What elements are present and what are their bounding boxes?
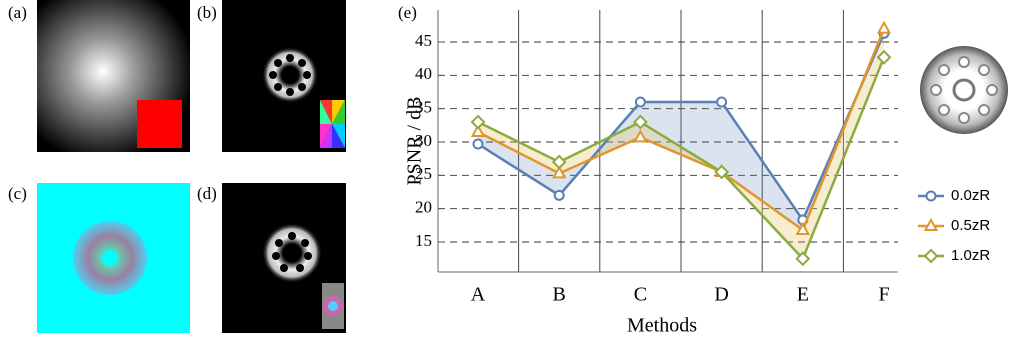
panel-label: (a) xyxy=(8,3,27,22)
panel-c xyxy=(37,183,190,333)
panel-label: (b) xyxy=(197,3,217,22)
panel-label: (c) xyxy=(8,184,27,203)
point xyxy=(927,192,936,201)
panel-b xyxy=(222,0,346,152)
panel-a xyxy=(37,0,190,152)
x-tick-label: C xyxy=(634,284,647,306)
x-tick-label: A xyxy=(471,284,486,306)
legend-entry: 1.0zR xyxy=(918,247,990,264)
y-tick-label: 45 xyxy=(415,31,432,50)
point xyxy=(717,98,726,107)
donut-icon xyxy=(920,46,1008,134)
point xyxy=(926,220,937,230)
legend-entry: 0.5zR xyxy=(918,217,990,234)
y-tick-label: 40 xyxy=(415,64,432,83)
legend-label: 1.0zR xyxy=(951,247,990,264)
y-tick-label: 15 xyxy=(415,231,432,250)
x-tick-label: D xyxy=(714,284,728,306)
x-tick-label: E xyxy=(797,284,809,306)
x-axis-label: Methods xyxy=(627,315,697,337)
figure: (a) (b) (c) (d) (e) PSNR / dB Methods 15… xyxy=(0,0,1011,344)
panel-label: (d) xyxy=(197,184,217,203)
point xyxy=(636,98,645,107)
x-tick-label: F xyxy=(878,284,889,306)
y-tick-label: 25 xyxy=(415,164,432,183)
point xyxy=(474,140,483,149)
x-tick-label: B xyxy=(553,284,566,306)
y-tick-label: 30 xyxy=(415,131,432,150)
legend-label: 0.0zR xyxy=(951,187,990,204)
legend-label: 0.5zR xyxy=(951,217,990,234)
point xyxy=(555,191,564,200)
point xyxy=(925,250,937,262)
y-tick-label: 20 xyxy=(415,198,432,217)
panel-label: (e) xyxy=(398,3,417,22)
panel-d xyxy=(222,183,346,333)
y-tick-label: 35 xyxy=(415,98,432,117)
point xyxy=(879,23,890,33)
legend-entry: 0.0zR xyxy=(918,187,990,204)
